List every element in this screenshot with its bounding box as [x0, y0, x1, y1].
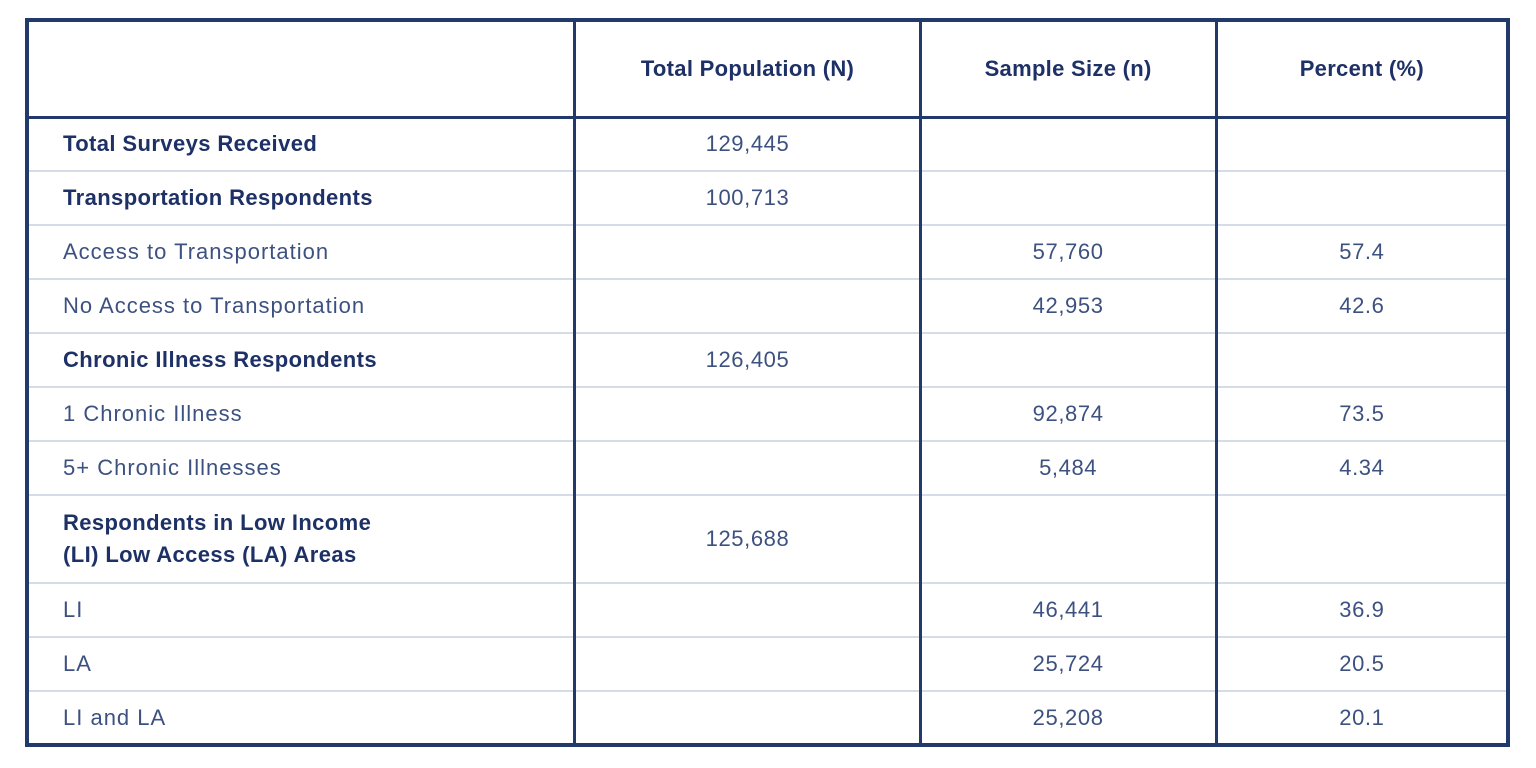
table-row: LI and LA 25,208 20.1 — [27, 690, 1508, 745]
column-header-category — [27, 20, 575, 119]
table-row: Total Surveys Received 129,445 — [27, 117, 1508, 171]
total-population-cell: 100,713 — [573, 170, 921, 225]
percent-cell: 36.9 — [1214, 582, 1508, 637]
row-label: No Access to Transportation — [27, 278, 575, 333]
sample-size-cell: 57,760 — [918, 224, 1217, 279]
sample-size-cell: 42,953 — [918, 278, 1217, 333]
percent-cell — [1214, 170, 1508, 225]
survey-data-table: Total Population (N) Sample Size (n) Per… — [25, 18, 1510, 747]
column-header-sample-size: Sample Size (n) — [918, 20, 1217, 119]
table-row: LA 25,724 20.5 — [27, 636, 1508, 691]
row-label: Access to Transportation — [27, 224, 575, 279]
table-row: Transportation Respondents 100,713 — [27, 170, 1508, 225]
row-label: LI and LA — [27, 690, 575, 745]
total-population-cell — [573, 636, 921, 691]
total-population-cell — [573, 224, 921, 279]
row-label: Respondents in Low Income (LI) Low Acces… — [27, 494, 575, 583]
total-population-cell — [573, 690, 921, 745]
percent-cell — [1214, 117, 1508, 171]
table-row: LI 46,441 36.9 — [27, 582, 1508, 637]
sample-size-cell — [918, 494, 1217, 583]
sample-size-cell — [918, 170, 1217, 225]
sample-size-cell: 5,484 — [918, 440, 1217, 495]
sample-size-cell: 46,441 — [918, 582, 1217, 637]
percent-cell: 73.5 — [1214, 386, 1508, 441]
total-population-cell — [573, 278, 921, 333]
total-population-cell — [573, 440, 921, 495]
sample-size-cell — [918, 117, 1217, 171]
percent-cell — [1214, 332, 1508, 387]
percent-cell: 20.1 — [1214, 690, 1508, 745]
row-label: Transportation Respondents — [27, 170, 575, 225]
percent-cell: 20.5 — [1214, 636, 1508, 691]
table-row: 5+ Chronic Illnesses 5,484 4.34 — [27, 440, 1508, 495]
row-label: Chronic Illness Respondents — [27, 332, 575, 387]
sample-size-cell: 92,874 — [918, 386, 1217, 441]
row-label: LI — [27, 582, 575, 637]
column-header-total-population: Total Population (N) — [573, 20, 921, 119]
table-row: No Access to Transportation 42,953 42.6 — [27, 278, 1508, 333]
sample-size-cell: 25,208 — [918, 690, 1217, 745]
percent-cell: 4.34 — [1214, 440, 1508, 495]
table-row: 1 Chronic Illness 92,874 73.5 — [27, 386, 1508, 441]
table-row: Respondents in Low Income (LI) Low Acces… — [27, 494, 1508, 583]
column-header-percent: Percent (%) — [1214, 20, 1508, 119]
row-label: 1 Chronic Illness — [27, 386, 575, 441]
table-row: Chronic Illness Respondents 126,405 — [27, 332, 1508, 387]
sample-size-cell: 25,724 — [918, 636, 1217, 691]
percent-cell: 57.4 — [1214, 224, 1508, 279]
table-row: Access to Transportation 57,760 57.4 — [27, 224, 1508, 279]
percent-cell — [1214, 494, 1508, 583]
row-label: 5+ Chronic Illnesses — [27, 440, 575, 495]
survey-table-container: Total Population (N) Sample Size (n) Per… — [25, 18, 1510, 747]
header-row: Total Population (N) Sample Size (n) Per… — [27, 20, 1508, 119]
row-label: LA — [27, 636, 575, 691]
percent-cell: 42.6 — [1214, 278, 1508, 333]
total-population-cell — [573, 386, 921, 441]
total-population-cell — [573, 582, 921, 637]
total-population-cell: 126,405 — [573, 332, 921, 387]
total-population-cell: 129,445 — [573, 117, 921, 171]
total-population-cell: 125,688 — [573, 494, 921, 583]
sample-size-cell — [918, 332, 1217, 387]
row-label: Total Surveys Received — [63, 131, 318, 157]
